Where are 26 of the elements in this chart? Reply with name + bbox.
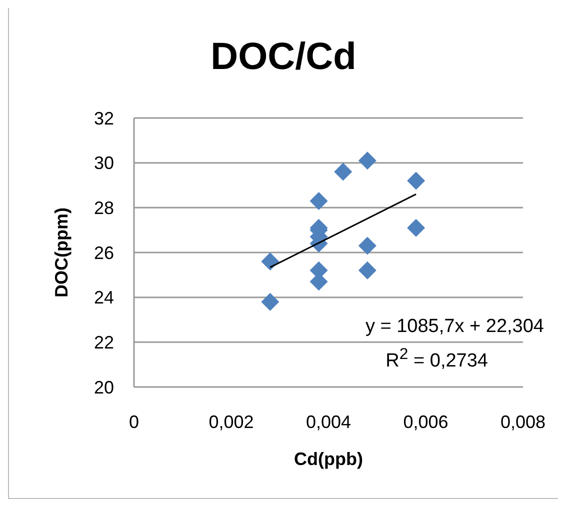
point — [358, 236, 376, 255]
point — [261, 252, 280, 270]
x-tick-label: 0,006 — [403, 412, 448, 432]
point — [407, 218, 426, 237]
x-tick-label: 0 — [128, 412, 140, 432]
point — [261, 292, 280, 311]
y-tick-label: 22 — [94, 332, 114, 353]
x-tick-label: 0,002 — [208, 412, 254, 432]
y-tick-label: 26 — [94, 242, 114, 263]
point — [334, 162, 352, 181]
y-tick-label: 32 — [94, 108, 114, 128]
point — [310, 192, 328, 210]
y-axis-title: DOC(ppm) — [51, 208, 72, 298]
x-tick-label: 0,004 — [306, 412, 352, 432]
x-tick-label: 0,008 — [500, 412, 546, 432]
annotation: y = 1085,7x + 22,304 — [365, 316, 544, 338]
y-tick-label: 24 — [94, 288, 114, 308]
x-axis-title: Cd(ppb) — [294, 449, 363, 469]
point — [407, 172, 426, 190]
y-tick-label: 20 — [94, 377, 114, 398]
y-tick-label: 30 — [94, 153, 114, 174]
y-tick-label: 28 — [94, 198, 114, 218]
point — [358, 152, 376, 170]
point — [358, 261, 376, 280]
chart-title: DOC/Cd — [210, 36, 358, 79]
annotation: R$^{2}$ = 0,2734 — [386, 346, 488, 372]
